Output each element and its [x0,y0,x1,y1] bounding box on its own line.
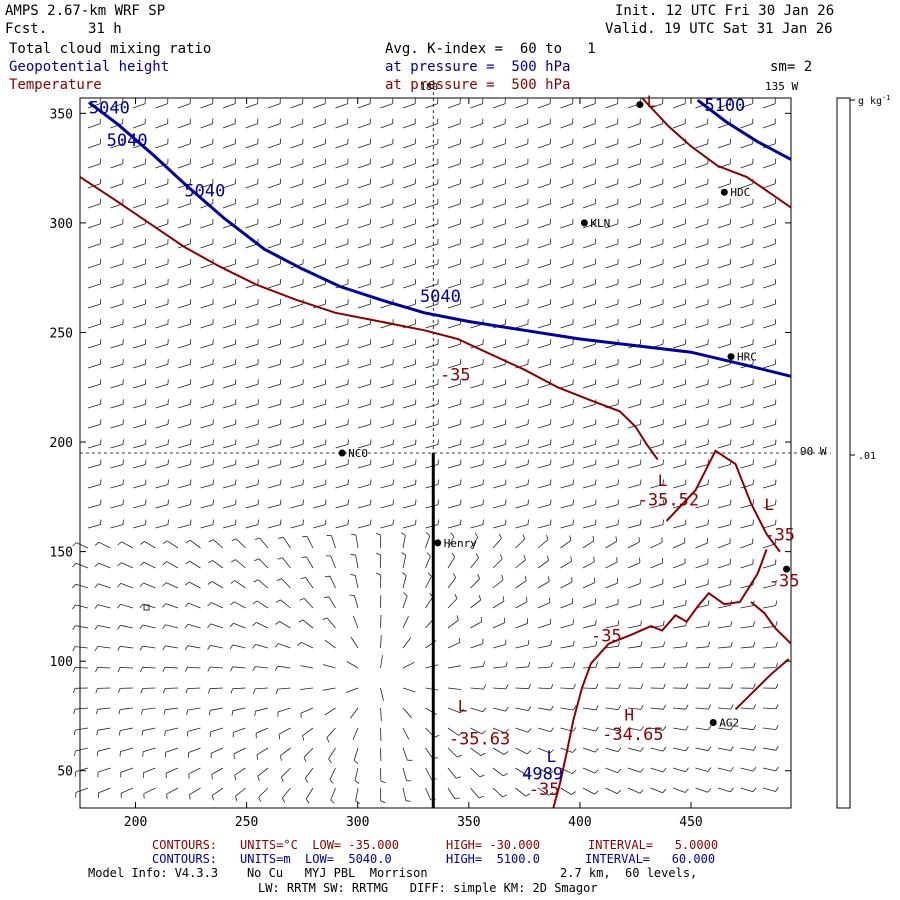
station-dot [338,449,346,457]
model-title: AMPS 2.67-km WRF SP [5,3,166,19]
valid-time: Valid. 19 UTC Sat 31 Jan 26 [605,21,833,37]
temperature-contours [79,97,792,809]
station-dot [709,719,717,727]
field-geopotential: Geopotential height [9,59,170,75]
y-tick-label: 300 [50,217,73,232]
x-tick-label: 250 [235,815,258,830]
station-dot [434,539,442,547]
height-contours-label: CONTOURS: [152,852,218,866]
height-contours-low: UNITS=m LOW= 5040.0 [240,852,392,866]
height-contours [87,99,792,378]
station-label: NCO [348,447,368,460]
model-resolution: 2.7 km, 60 levels, [560,866,698,880]
station-dot [636,101,644,109]
colorbar-units: g kg-1 [858,94,891,107]
init-time: Init. 12 UTC Fri 30 Jan 26 [615,3,835,19]
x-tick-label: 400 [568,815,591,830]
station-dot [580,219,588,227]
forecast-label: Fcst. [5,21,48,37]
pressure-level-temperature: at pressure = 500 hPa [385,77,571,93]
station-label: AG2 [719,717,739,730]
colorbar [836,97,851,809]
temperature-contour-label: -35 [764,526,795,546]
temp-contours-low: UNITS=°C LOW= -35.000 [240,838,399,852]
temperature-contour-line [641,97,792,209]
station-label: HRC [737,351,757,364]
height-contour-line [87,101,792,378]
field-cloud-mixing: Total cloud mixing ratio [9,41,212,57]
temperature-contour-label: -35 [769,572,800,592]
pressure-center-marker: H [624,705,634,724]
axis-ticks: 200 250 300 350 400 450 50 100 150 200 250 300 350 [50,98,791,830]
station-dot [727,353,735,361]
temp-contours-label: CONTOURS: [152,838,218,852]
wind-barbs [72,98,779,804]
colorbar-tick-label: .01 [858,451,876,462]
calm-marker [143,604,150,611]
field-temperature: Temperature [9,77,102,93]
x-tick-label: 350 [457,815,480,830]
pressure-center-marker: L [547,747,557,766]
y-tick-label: 200 [50,436,73,451]
y-tick-label: 350 [50,107,73,122]
smoothing-label: sm= 2 [770,59,813,75]
y-tick-label: 250 [50,326,73,341]
temperature-contour-label: -35 [529,780,560,800]
height-contour-label: 5040 [107,131,148,151]
y-tick-label: 100 [50,655,73,670]
height-contour-label: 5040 [184,182,225,202]
pressure-center-marker: L [647,92,657,111]
temperature-contour-label: -35.63 [449,729,510,749]
height-contours-interval: INTERVAL= 60.000 [585,852,716,866]
temperature-contour-line [734,658,790,711]
lat-lon-lines [80,80,831,808]
temp-contours-interval: INTERVAL= 5.0000 [588,838,719,852]
station-markers: KLN HDC HRC NCO Henry AG2 [338,101,791,730]
forecast-hour: 31 h [88,21,122,37]
model-info: Model Info: V4.3.3 No Cu MYJ PBL Morriso… [88,866,428,880]
station-label: KLN [590,217,610,230]
station-label: Henry [444,537,477,550]
temperature-contour-label: -35.52 [638,491,699,511]
temperature-contour-line [750,601,792,645]
lon-90w-label: 90 W [800,445,827,458]
height-contour-label: 5100 [704,96,745,116]
pressure-center-marker: L [458,697,468,716]
station-dot [783,565,791,573]
wind-barb-field [72,98,779,804]
x-tick-label: 200 [124,815,147,830]
model-physics: LW: RRTM SW: RRTMG DIFF: simple KM: 2D S… [258,881,598,895]
height-contour-line [696,99,792,161]
k-index-average: Avg. K-index = 60 to 1 [385,41,596,57]
y-tick-label: 50 [57,765,73,780]
temperature-contour-line [552,549,768,809]
station-label: HDC [730,186,750,199]
pressure-level-height: at pressure = 500 hPa [385,59,571,75]
height-contour-label: 5040 [420,287,461,307]
contour-labels: 504050405040504051004989-35-35.52-35-35-… [89,92,800,800]
height-contours-high: HIGH= 5100.0 [446,852,540,866]
station-dot [720,188,728,196]
temperature-contour-line [79,176,659,461]
height-contour-label: 4989 [522,765,563,785]
y-tick-label: 150 [50,546,73,561]
pressure-center-marker: L [658,471,668,490]
pressure-center-marker: L [764,495,774,514]
lon-135w-label: 135 W [765,80,798,93]
x-tick-label: 450 [679,815,702,830]
temperature-contour-label: -35 [591,626,622,646]
temperature-contour-label: -34.65 [602,725,663,745]
temperature-contour-line [665,449,781,553]
height-contour-label: 5040 [89,98,130,118]
temp-contours-high: HIGH= -30.000 [446,838,540,852]
temperature-contour-label: -35 [440,366,471,386]
lon-180-label: 180 [420,82,438,93]
x-tick-label: 300 [346,815,369,830]
